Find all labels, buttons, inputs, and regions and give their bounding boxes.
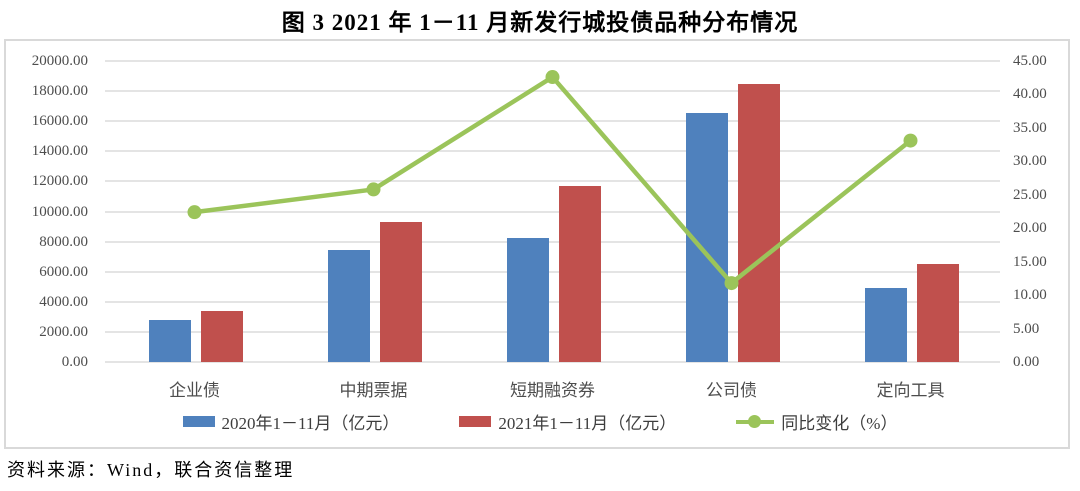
chart-title: 图 3 2021 年 1－11 月新发行城投债品种分布情况: [281, 10, 799, 35]
legend-item-2021: 2021年1－11月（亿元）: [459, 409, 676, 434]
legend-swatch-2021-bar: [459, 416, 492, 427]
legend-item-2020: 2020年1－11月（亿元）: [182, 409, 400, 434]
source-note: 资料来源：Wind，联合资信整理: [7, 460, 295, 480]
legend-swatch-2020-bar: [182, 416, 215, 427]
legend-item-yoy: 同比变化（%）: [736, 409, 897, 434]
yoy-line: [194, 74, 912, 286]
legend: 2020年1－11月（亿元） 2021年1－11月（亿元） 同比变化（%）: [0, 409, 1080, 434]
legend-label-yoy: 同比变化（%）: [781, 414, 898, 433]
legend-swatch-yoy-line-icon: [736, 415, 775, 428]
legend-label-2021: 2021年1－11月（亿元）: [498, 414, 677, 433]
yoy-line-marker: [366, 182, 381, 197]
yoy-line-marker: [724, 276, 739, 291]
yoy-line-marker: [187, 205, 202, 220]
legend-label-2020: 2020年1－11月（亿元）: [221, 414, 400, 433]
yoy-line-marker: [545, 70, 560, 85]
yoy-line-marker: [903, 133, 918, 148]
